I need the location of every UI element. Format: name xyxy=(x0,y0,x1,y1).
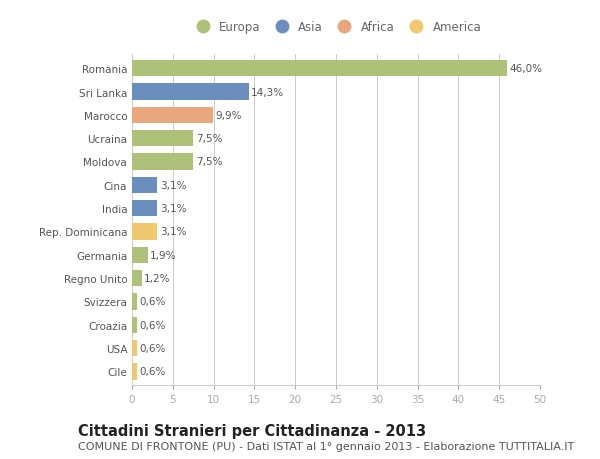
Text: 0,6%: 0,6% xyxy=(139,297,166,307)
Bar xyxy=(132,224,157,240)
Text: 14,3%: 14,3% xyxy=(251,87,284,97)
Text: 7,5%: 7,5% xyxy=(196,157,222,167)
Bar xyxy=(132,270,142,287)
Bar xyxy=(132,201,157,217)
Legend: Europa, Asia, Africa, America: Europa, Asia, Africa, America xyxy=(191,21,481,34)
Text: 0,6%: 0,6% xyxy=(139,367,166,376)
Text: 3,1%: 3,1% xyxy=(160,180,186,190)
Text: 9,9%: 9,9% xyxy=(215,111,242,121)
Text: 3,1%: 3,1% xyxy=(160,227,186,237)
Bar xyxy=(132,364,137,380)
Bar xyxy=(132,340,137,357)
Bar xyxy=(132,247,148,263)
Text: 1,9%: 1,9% xyxy=(150,250,176,260)
Text: Cittadini Stranieri per Cittadinanza - 2013: Cittadini Stranieri per Cittadinanza - 2… xyxy=(78,423,426,438)
Text: 46,0%: 46,0% xyxy=(510,64,543,74)
Bar xyxy=(132,107,213,124)
Bar xyxy=(132,317,137,333)
Bar xyxy=(132,294,137,310)
Text: 0,6%: 0,6% xyxy=(139,320,166,330)
Bar xyxy=(132,154,193,170)
Bar xyxy=(132,84,248,101)
Text: 3,1%: 3,1% xyxy=(160,204,186,214)
Bar xyxy=(132,177,157,194)
Text: 0,6%: 0,6% xyxy=(139,343,166,353)
Text: 1,2%: 1,2% xyxy=(144,274,171,284)
Bar xyxy=(132,131,193,147)
Text: COMUNE DI FRONTONE (PU) - Dati ISTAT al 1° gennaio 2013 - Elaborazione TUTTITALI: COMUNE DI FRONTONE (PU) - Dati ISTAT al … xyxy=(78,441,574,451)
Bar xyxy=(132,61,508,77)
Text: 7,5%: 7,5% xyxy=(196,134,222,144)
